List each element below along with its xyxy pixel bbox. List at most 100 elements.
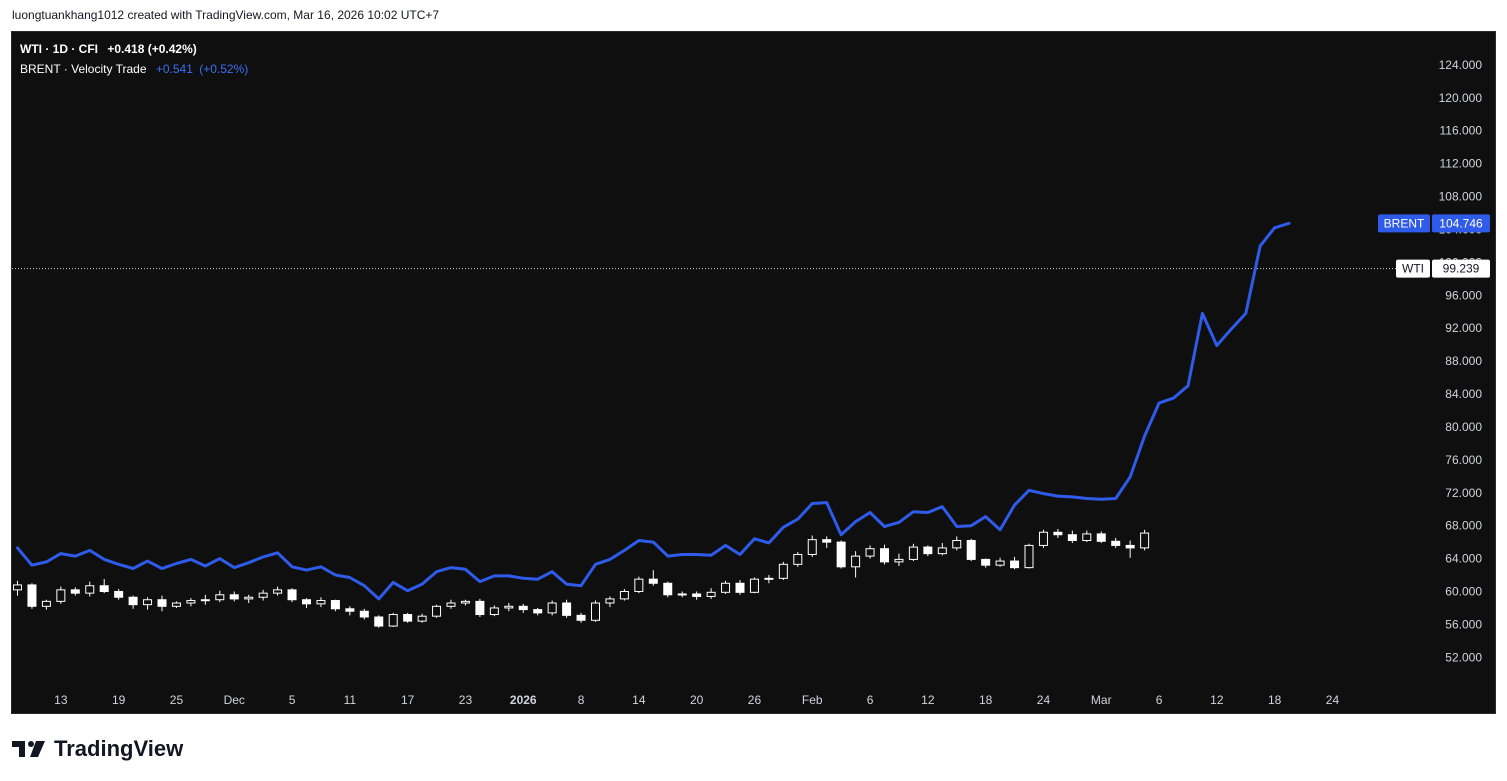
- wti-candle[interactable]: [995, 560, 1005, 566]
- wti-candle[interactable]: [547, 602, 557, 614]
- wti-candle[interactable]: [13, 584, 22, 591]
- wti-candle[interactable]: [1038, 531, 1048, 546]
- y-tick-label: 88.000: [1445, 354, 1482, 368]
- wti-candle[interactable]: [981, 558, 991, 566]
- wti-candle[interactable]: [432, 605, 442, 617]
- legend-row-wti[interactable]: WTI · 1D · CFI +0.418 (+0.42%): [20, 39, 248, 59]
- wti-candle[interactable]: [908, 546, 918, 560]
- wti-candle[interactable]: [359, 610, 369, 618]
- wti-candle[interactable]: [1096, 533, 1106, 542]
- wti-candle[interactable]: [663, 582, 673, 596]
- wti-candle[interactable]: [244, 596, 254, 600]
- wti-candle[interactable]: [952, 539, 962, 549]
- y-tick-label: 56.000: [1445, 617, 1482, 631]
- wti-candle[interactable]: [692, 593, 702, 597]
- wti-candle[interactable]: [403, 614, 413, 622]
- wti-candle[interactable]: [894, 558, 904, 563]
- wti-candle[interactable]: [143, 599, 153, 606]
- wti-candle[interactable]: [619, 590, 629, 600]
- wti-candle[interactable]: [591, 602, 600, 621]
- wti-candle[interactable]: [677, 593, 687, 596]
- wti-candle[interactable]: [258, 592, 268, 598]
- wti-candle[interactable]: [576, 614, 586, 621]
- wti-candle[interactable]: [634, 578, 644, 592]
- wti-candle[interactable]: [1053, 531, 1063, 536]
- wti-candle[interactable]: [85, 585, 95, 594]
- wti-candle[interactable]: [778, 563, 788, 579]
- x-tick-label: 17: [401, 693, 415, 707]
- wti-candle[interactable]: [157, 599, 167, 607]
- wti-candle[interactable]: [287, 589, 297, 601]
- x-tick-label: 6: [1156, 693, 1163, 707]
- x-tick-label: 12: [921, 693, 935, 707]
- wti-candle[interactable]: [807, 539, 817, 555]
- wti-candle[interactable]: [27, 584, 37, 607]
- wti-candle[interactable]: [966, 539, 976, 560]
- wti-candle[interactable]: [99, 585, 109, 592]
- wti-candle[interactable]: [518, 605, 528, 611]
- wti-candle[interactable]: [1010, 560, 1020, 569]
- wti-candle[interactable]: [880, 548, 889, 563]
- price-label-value: 104.746: [1439, 216, 1483, 230]
- wti-candle[interactable]: [533, 609, 543, 614]
- wti-candle[interactable]: [851, 555, 861, 568]
- wti-candle[interactable]: [721, 582, 731, 593]
- wti-candle[interactable]: [330, 600, 340, 610]
- wti-candle[interactable]: [70, 589, 80, 594]
- wti-candle[interactable]: [1067, 534, 1077, 541]
- x-tick-label: 6: [867, 693, 874, 707]
- wti-candle[interactable]: [475, 600, 485, 616]
- wti-candle[interactable]: [836, 541, 846, 568]
- wti-candle[interactable]: [229, 594, 239, 600]
- y-tick-label: 116.000: [1440, 124, 1483, 138]
- wti-candle[interactable]: [923, 546, 933, 555]
- wti-candle[interactable]: [171, 602, 181, 607]
- x-tick-label: Mar: [1091, 693, 1112, 707]
- brent-line[interactable]: [16, 221, 1291, 601]
- wti-candle[interactable]: [1125, 544, 1135, 549]
- wti-candle[interactable]: [345, 608, 355, 612]
- wti-candle[interactable]: [56, 589, 66, 602]
- wti-candle[interactable]: [1082, 533, 1092, 541]
- wti-candle[interactable]: [388, 614, 398, 627]
- chart-panel[interactable]: [11, 31, 1496, 714]
- wti-candle[interactable]: [1140, 532, 1150, 549]
- legend-row-brent[interactable]: BRENT · Velocity Trade +0.541 (+0.52%): [20, 59, 248, 79]
- wti-candle[interactable]: [648, 578, 658, 584]
- wti-candle[interactable]: [446, 602, 456, 607]
- wti-candle[interactable]: [706, 591, 716, 597]
- tradingview-logo[interactable]: TradingView: [12, 736, 183, 762]
- wti-candle[interactable]: [793, 553, 803, 565]
- wti-candle[interactable]: [865, 548, 875, 557]
- wti-candle[interactable]: [128, 596, 138, 606]
- wti-candle[interactable]: [374, 616, 384, 627]
- y-tick-label: 108.000: [1439, 190, 1483, 204]
- wti-candle[interactable]: [764, 577, 774, 580]
- wti-candle[interactable]: [273, 589, 283, 594]
- wti-candle[interactable]: [1024, 544, 1034, 569]
- wti-candle[interactable]: [562, 602, 572, 616]
- wti-candle[interactable]: [489, 607, 499, 616]
- wti-candle[interactable]: [186, 600, 196, 604]
- wti-candle[interactable]: [316, 600, 326, 605]
- wti-candle[interactable]: [937, 547, 947, 555]
- wti-candle[interactable]: [417, 615, 427, 622]
- wti-candle[interactable]: [749, 578, 759, 593]
- wti-candle[interactable]: [460, 600, 470, 604]
- wti-candle[interactable]: [302, 599, 311, 605]
- wti-candle[interactable]: [215, 594, 225, 601]
- x-tick-label: 13: [54, 693, 68, 707]
- wti-candle[interactable]: [1111, 540, 1121, 546]
- wti-candle[interactable]: [41, 600, 51, 607]
- x-tick-label: 18: [1268, 693, 1282, 707]
- y-tick-label: 72.000: [1445, 486, 1482, 500]
- wti-candle[interactable]: [735, 582, 745, 593]
- wti-candle[interactable]: [200, 599, 210, 602]
- wti-candle[interactable]: [114, 590, 124, 598]
- wti-candle[interactable]: [605, 598, 615, 604]
- y-tick-label: 92.000: [1445, 321, 1482, 335]
- y-tick-label: 68.000: [1445, 519, 1482, 533]
- wti-candle[interactable]: [504, 605, 514, 609]
- wti-candle[interactable]: [822, 539, 832, 543]
